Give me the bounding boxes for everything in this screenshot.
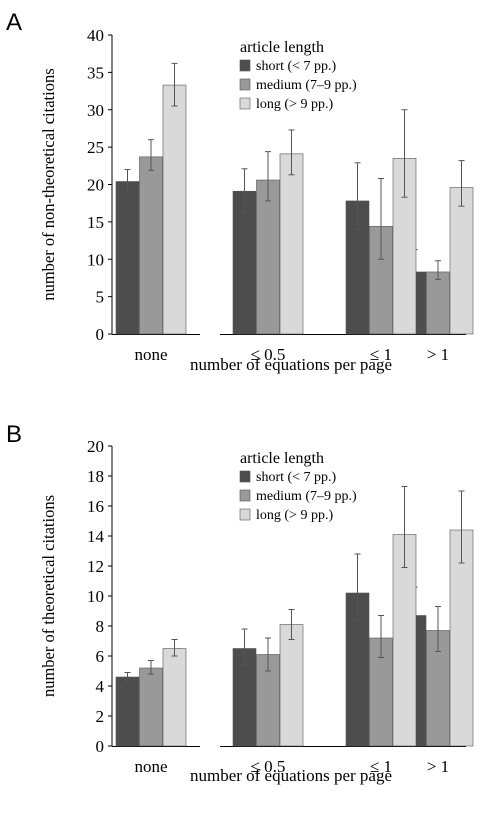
y-tick-label: 4 xyxy=(96,677,105,696)
legend: article length short (< 7 pp.) medium (7–9… xyxy=(239,39,357,112)
chart-panel-A: A 0 5 10 15 20 25 30 35 40 number of non-theoretic… xyxy=(6,9,474,374)
y-tick-label: 6 xyxy=(96,647,105,666)
x-tick-label: ≤ 1 xyxy=(370,345,392,364)
y-tick-label: 16 xyxy=(87,497,104,516)
x-tick-label: none xyxy=(134,345,167,364)
y-tick-label: 12 xyxy=(87,557,104,576)
y-tick-label: 0 xyxy=(96,737,105,756)
y-tick-label: 0 xyxy=(96,325,105,344)
y-tick-label: 30 xyxy=(87,101,104,120)
panel-label: A xyxy=(6,9,22,36)
legend-swatch xyxy=(239,78,251,91)
y-tick-label: 35 xyxy=(87,63,104,82)
y-tick-label: 20 xyxy=(87,437,104,456)
y-tick-label: 8 xyxy=(96,617,105,636)
x-axis-label: number of equations per page xyxy=(190,766,392,785)
x-tick-label: none xyxy=(134,757,167,776)
y-tick-label: 40 xyxy=(87,26,104,45)
chart-panel-B: B 0 2 4 6 8 10 12 14 16 18 20 number of theoretical … xyxy=(6,421,474,785)
bar xyxy=(139,156,163,335)
y-tick-label: 25 xyxy=(87,138,104,157)
bar xyxy=(449,187,474,335)
legend-entry: short (< 7 pp.) xyxy=(256,59,337,74)
y-axis-label: number of non-theoretical citations xyxy=(39,68,58,300)
legend-entry: long (> 9 pp.) xyxy=(256,508,333,523)
bar xyxy=(279,624,304,747)
y-tick-label: 5 xyxy=(96,288,105,307)
x-axis-label: number of equations per page xyxy=(190,355,392,374)
y-tick-label: 2 xyxy=(96,707,105,726)
bar xyxy=(115,181,140,335)
legend-swatch xyxy=(239,489,251,502)
legend-title: article length xyxy=(240,450,324,467)
y-tick-label: 15 xyxy=(87,213,104,232)
legend: article length short (< 7 pp.) medium (7–9… xyxy=(239,450,357,523)
x-tick-label: > 1 xyxy=(427,345,449,364)
x-tick-label: ≤ 0.5 xyxy=(251,757,286,776)
y-tick-label: 14 xyxy=(87,527,105,546)
bar xyxy=(162,648,187,747)
x-tick-label: ≤ 1 xyxy=(370,757,392,776)
bar xyxy=(162,84,187,335)
bar xyxy=(279,153,304,335)
legend-title: article length xyxy=(240,39,324,56)
legend-swatch xyxy=(239,97,251,110)
y-tick-label: 18 xyxy=(87,467,104,486)
legend-entry: medium (7–9 pp.) xyxy=(256,489,357,504)
bar xyxy=(139,667,163,747)
y-tick-label: 10 xyxy=(87,587,104,606)
panel-label: B xyxy=(6,421,22,448)
bar xyxy=(426,271,450,335)
legend-swatch xyxy=(239,59,251,72)
bar xyxy=(256,179,280,335)
x-tick-label: > 1 xyxy=(427,757,449,776)
legend-swatch xyxy=(239,470,251,483)
x-tick-label: ≤ 0.5 xyxy=(251,345,286,364)
legend-entry: medium (7–9 pp.) xyxy=(256,78,357,93)
y-tick-label: 20 xyxy=(87,176,104,195)
bar xyxy=(115,676,140,747)
y-axis-label: number of theoretical citations xyxy=(39,495,58,697)
y-tick-label: 10 xyxy=(87,250,104,269)
legend-entry: long (> 9 pp.) xyxy=(256,97,333,112)
legend-swatch xyxy=(239,508,251,521)
legend-entry: short (< 7 pp.) xyxy=(256,470,337,485)
